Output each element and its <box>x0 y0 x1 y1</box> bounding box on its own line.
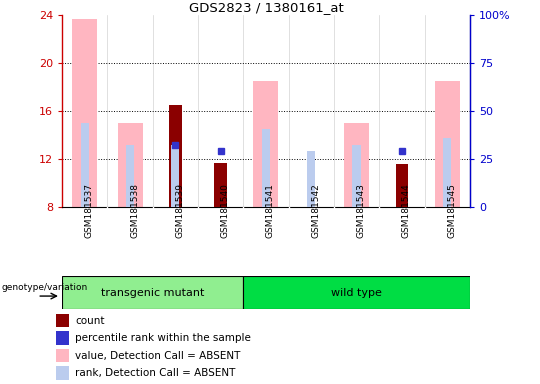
Text: rank, Detection Call = ABSENT: rank, Detection Call = ABSENT <box>75 368 235 378</box>
Bar <box>80 123 89 207</box>
Bar <box>353 145 361 207</box>
Text: GSM181539: GSM181539 <box>176 183 184 238</box>
Bar <box>307 151 315 207</box>
Bar <box>56 349 69 362</box>
Text: GSM181544: GSM181544 <box>402 184 411 238</box>
Text: percentile rank within the sample: percentile rank within the sample <box>75 333 251 343</box>
Bar <box>443 138 451 207</box>
Text: GSM181540: GSM181540 <box>221 184 230 238</box>
Text: GSM181537: GSM181537 <box>85 183 94 238</box>
Text: GSM181543: GSM181543 <box>356 184 366 238</box>
Text: value, Detection Call = ABSENT: value, Detection Call = ABSENT <box>75 351 241 361</box>
Bar <box>214 163 227 207</box>
Bar <box>344 123 369 207</box>
Bar <box>56 314 69 327</box>
Bar <box>395 164 408 207</box>
Text: transgenic mutant: transgenic mutant <box>101 288 204 298</box>
Text: wild type: wild type <box>331 288 382 298</box>
Text: GSM181538: GSM181538 <box>130 183 139 238</box>
Bar <box>126 145 134 207</box>
Bar <box>56 366 69 380</box>
Text: genotype/variation: genotype/variation <box>1 283 87 292</box>
Bar <box>62 276 244 309</box>
Bar <box>435 81 460 207</box>
Text: count: count <box>75 316 105 326</box>
Bar <box>171 145 179 207</box>
Text: GSM181545: GSM181545 <box>447 184 456 238</box>
Title: GDS2823 / 1380161_at: GDS2823 / 1380161_at <box>188 1 343 14</box>
Text: GSM181541: GSM181541 <box>266 184 275 238</box>
Bar <box>118 123 143 207</box>
Bar <box>244 276 470 309</box>
Bar <box>72 19 97 207</box>
Bar <box>169 105 181 207</box>
Bar <box>262 129 270 207</box>
Text: GSM181542: GSM181542 <box>311 184 320 238</box>
Bar <box>56 331 69 344</box>
Bar <box>253 81 279 207</box>
